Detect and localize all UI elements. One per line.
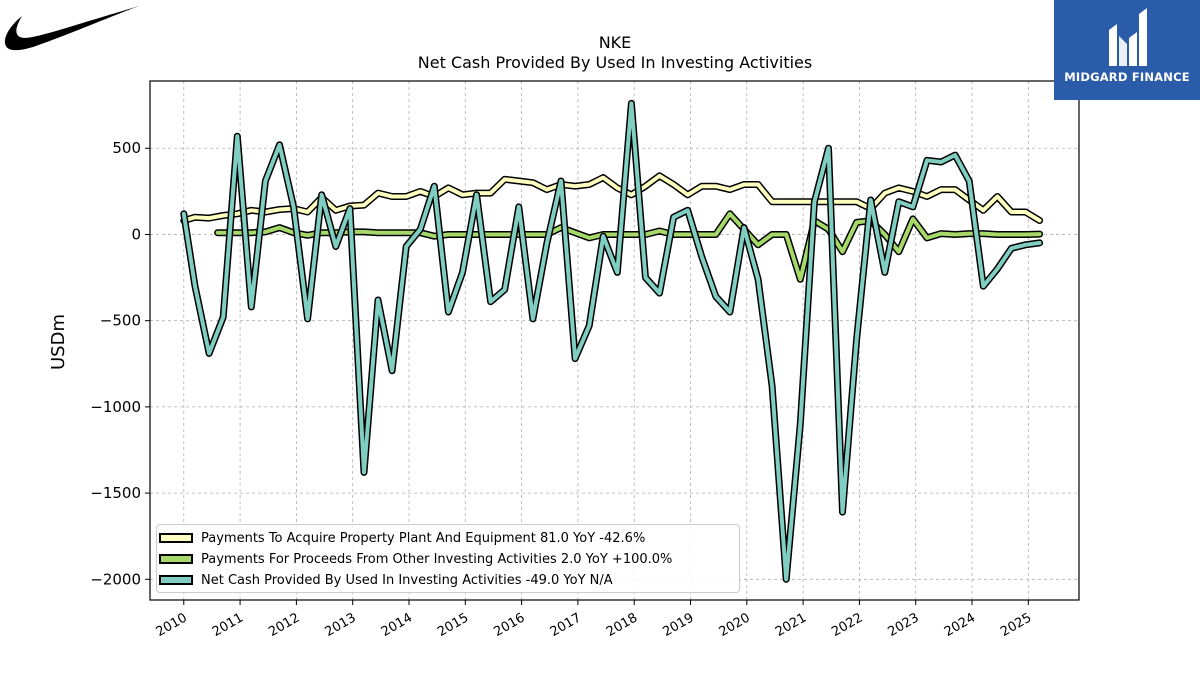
x-tick-label: 2019	[660, 610, 696, 640]
x-axis-ticks: 2010 2011 2012 2013 2014 2015 2016 2017 2018 2019…	[154, 600, 1034, 640]
x-tick-label: 2015	[435, 610, 471, 640]
series-line-0	[181, 173, 1042, 223]
x-tick-label: 2016	[491, 610, 527, 640]
legend-swatch-capex	[159, 533, 193, 543]
x-tick-label: 2023	[886, 610, 922, 640]
legend-label-net-investing: Net Cash Provided By Used In Investing A…	[201, 572, 613, 588]
chart-title: NKE	[599, 33, 632, 52]
series-lines	[180, 99, 1044, 583]
legend-item-other-investing: Payments For Proceeds From Other Investi…	[159, 549, 672, 569]
x-tick-label: 2010	[154, 610, 190, 640]
x-tick-label: 2021	[773, 610, 809, 640]
x-tick-label: 2012	[266, 610, 302, 640]
legend-swatch-other-investing	[159, 554, 193, 564]
y-tick-label: −1000	[90, 398, 141, 416]
y-tick-label: 0	[131, 225, 141, 243]
y-tick-label: 500	[112, 139, 141, 157]
legend-item-capex: Payments To Acquire Property Plant And E…	[159, 528, 645, 548]
x-tick-label: 2017	[548, 610, 584, 640]
series-outline-2	[180, 99, 1044, 583]
brand-name: MIDGARD FINANCE	[1064, 70, 1190, 84]
legend-swatch-net-investing	[159, 575, 193, 585]
x-tick-label: 2020	[717, 610, 753, 640]
legend-label-other-investing: Payments For Proceeds From Other Investi…	[201, 551, 673, 567]
midgard-finance-logo: MIDGARD FINANCE	[1054, 0, 1200, 100]
x-tick-label: 2022	[829, 610, 865, 640]
y-tick-label: −2000	[90, 570, 141, 588]
y-tick-label: −500	[100, 312, 141, 330]
series-line-1	[215, 211, 1042, 282]
x-tick-label: 2018	[604, 610, 640, 640]
chart-subtitle: Net Cash Provided By Used In Investing A…	[418, 53, 812, 72]
x-tick-label: 2013	[323, 610, 359, 640]
y-axis-label: USDm	[48, 314, 69, 370]
x-tick-label: 2011	[210, 610, 246, 640]
x-tick-label: 2014	[379, 610, 415, 640]
legend: Payments To Acquire Property Plant And E…	[156, 524, 740, 593]
x-tick-label: 2024	[942, 610, 978, 640]
legend-item-net-investing: Net Cash Provided By Used In Investing A…	[159, 570, 613, 590]
legend-label-capex: Payments To Acquire Property Plant And E…	[201, 530, 646, 546]
swoosh-logo-icon	[0, 0, 142, 60]
y-tick-label: −1500	[90, 484, 141, 502]
midgard-monogram-icon	[1109, 8, 1147, 66]
series-line-2	[181, 101, 1042, 582]
plot-frame	[149, 80, 1080, 601]
y-axis-ticks: 500 0 −500 −1000 −1500 −2000	[90, 139, 150, 588]
x-tick-label: 2025	[998, 610, 1034, 640]
